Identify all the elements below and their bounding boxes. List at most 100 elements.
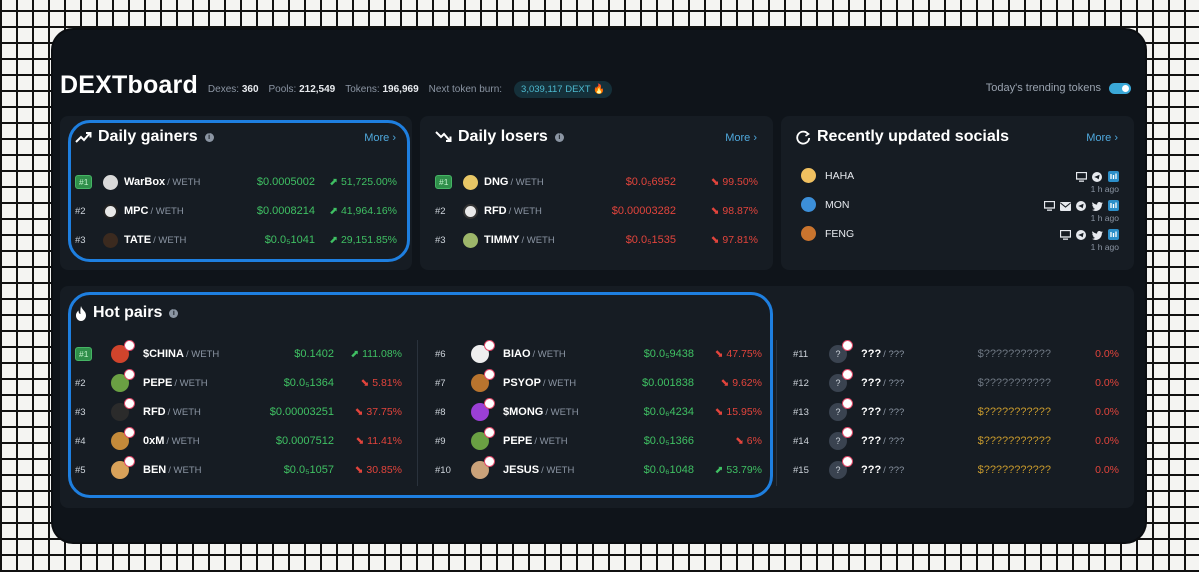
column-divider [417, 340, 418, 486]
hot-pair-row[interactable]: #8 $MONG / WETH $0.0₆4234 ⬊ 15.95% [435, 398, 762, 423]
hot-pair-row[interactable]: #15???? / ??? $??????????? 0.0% [793, 456, 1119, 481]
twitter-icon[interactable] [1092, 227, 1103, 240]
hot-pair-row[interactable]: #5 BEN / WETH $0.0₅1057 ⬊ 30.85% [75, 456, 402, 481]
dextools-icon[interactable] [1108, 198, 1119, 211]
gainer-row[interactable]: #3 TATE / WETH $0.0₅1041 ⬈ 29,151.85% [75, 230, 397, 250]
token-symbol: ??? [861, 464, 882, 476]
token-change: ⬊ 30.85% [354, 464, 402, 476]
refresh-icon [796, 130, 811, 145]
token-avatar: ? [829, 427, 853, 450]
email-icon[interactable] [1060, 198, 1071, 211]
hot-pair-row[interactable]: #4 0xM / WETH $0.0007512 ⬊ 11.41% [75, 427, 402, 452]
daily-losers-title: Daily losers i [435, 128, 564, 146]
website-icon[interactable] [1043, 198, 1056, 211]
burn-badge[interactable]: 3,039,117 DEXT 🔥 [514, 80, 612, 98]
hot-pair-row[interactable]: #6 BIAO / WETH $0.0₅9438 ⬊ 47.75% [435, 340, 762, 365]
hot-pair-row[interactable]: #7 PSYOP / WETH $0.001838 ⬊ 9.62% [435, 369, 762, 394]
token-price: $0.0₅1041 [264, 234, 315, 246]
rank-text: #7 [435, 377, 446, 389]
token-avatar [111, 427, 135, 450]
twitter-icon[interactable] [1092, 198, 1103, 211]
hot-pair-row[interactable]: #10 JESUS / WETH $0.0₆1048 ⬈ 53.79% [435, 456, 762, 481]
trending-toggle[interactable] [1109, 82, 1131, 94]
stat-dexes-value: 360 [241, 83, 259, 95]
rank-text: #6 [435, 348, 446, 360]
rank-text: #3 [75, 406, 86, 418]
dextools-icon[interactable] [1108, 169, 1119, 182]
token-avatar [111, 340, 135, 363]
token-change: ⬈ 51,725.00% [329, 176, 397, 188]
token-pair: / WETH [167, 406, 201, 418]
token-avatar: ? [829, 456, 853, 479]
social-icons [1075, 169, 1119, 182]
loser-row[interactable]: #3 TIMMY / WETH $0.0₅1535 ⬊ 97.81% [435, 230, 758, 250]
gainer-row[interactable]: #1 WarBox / WETH $0.0005002 ⬈ 51,725.00% [75, 172, 397, 192]
social-token-name: HAHA [825, 170, 855, 182]
token-avatar [801, 168, 816, 183]
rank-text: #12 [793, 377, 809, 389]
token-change: ⬊ 5.81% [360, 377, 403, 389]
hot-pair-row[interactable]: #1 $CHINA / WETH $0.1402 ⬈ 111.08% [75, 340, 402, 365]
hot-pair-row[interactable]: #13???? / ??? $??????????? 0.0% [793, 398, 1119, 423]
losers-more-link[interactable]: More › [725, 132, 757, 144]
token-change: ⬈ 41,964.16% [329, 205, 397, 217]
hot-pair-row[interactable]: #14???? / ??? $??????????? 0.0% [793, 427, 1119, 452]
token-price: $??????????? [977, 377, 1051, 389]
stat-dexes-label: Dexes: [207, 83, 240, 95]
hot-pair-row[interactable]: #11???? / ??? $??????????? 0.0% [793, 340, 1119, 365]
token-pair: / WETH [532, 348, 566, 360]
stat-tokens-value: 196,969 [382, 83, 419, 95]
token-symbol: $CHINA [143, 348, 184, 360]
hot-pair-row[interactable]: #3 RFD / WETH $0.00003251 ⬊ 37.75% [75, 398, 402, 423]
social-row[interactable]: FENG 1 h ago [801, 226, 1119, 254]
token-avatar: ? [829, 398, 853, 421]
token-avatar [103, 232, 118, 248]
rank-text: #3 [435, 234, 446, 246]
rank-text: #14 [793, 435, 809, 447]
token-price: $0.0₅1364 [283, 377, 334, 389]
telegram-icon[interactable] [1092, 169, 1103, 182]
token-avatar [463, 203, 478, 219]
token-symbol: DNG [484, 176, 509, 188]
token-change: 0.0% [1095, 406, 1119, 418]
website-icon[interactable] [1059, 227, 1072, 240]
stat-pools-value: 212,549 [299, 83, 336, 95]
token-symbol: 0xM [143, 435, 165, 447]
socials-more-link[interactable]: More › [1086, 132, 1118, 144]
loser-row[interactable]: #2 RFD / WETH $0.00003282 ⬊ 98.87% [435, 201, 758, 221]
hot-pair-row[interactable]: #2 PEPE / WETH $0.0₅1364 ⬊ 5.81% [75, 369, 403, 394]
token-avatar [471, 340, 495, 363]
website-icon[interactable] [1075, 169, 1088, 182]
token-symbol: TIMMY [484, 234, 520, 246]
info-icon[interactable]: i [169, 308, 179, 318]
gainer-row[interactable]: #2 MPC / WETH $0.0008214 ⬈ 41,964.16% [75, 201, 397, 221]
social-row[interactable]: HAHA 1 h ago [801, 168, 1119, 196]
social-icons [1059, 227, 1119, 240]
updated-time: 1 h ago [1090, 213, 1119, 223]
token-pair: / ??? [883, 406, 905, 418]
telegram-icon[interactable] [1076, 227, 1087, 240]
dextools-icon[interactable] [1108, 227, 1119, 240]
token-pair: / WETH [150, 205, 184, 217]
telegram-icon[interactable] [1076, 198, 1087, 211]
info-icon[interactable]: i [204, 132, 214, 142]
token-pair: / WETH [166, 435, 200, 447]
token-symbol: TATE [124, 234, 152, 246]
token-change: ⬊ 6% [735, 435, 762, 447]
info-icon[interactable]: i [554, 132, 564, 142]
token-change: 0.0% [1095, 464, 1119, 476]
rank-text: #9 [435, 435, 446, 447]
hot-pair-row[interactable]: #12???? / ??? $??????????? 0.0% [793, 369, 1119, 394]
hot-pair-row[interactable]: #9 PEPE / WETH $0.0₅1366 ⬊ 6% [435, 427, 762, 452]
rank-badge: #1 [75, 175, 103, 189]
social-row[interactable]: MON 1 h ago [801, 197, 1119, 225]
loser-row[interactable]: #1 DNG / WETH $0.0₅6952 ⬊ 99.50% [435, 172, 758, 192]
stat-burn-label: Next token burn: [428, 83, 503, 95]
token-change: 0.0% [1095, 348, 1119, 360]
stat-tokens-label: Tokens: [345, 83, 380, 95]
rank-badge-text: #1 [75, 347, 93, 361]
token-pair: / WETH [153, 234, 187, 246]
token-change: 0.0% [1095, 435, 1119, 447]
token-avatar [471, 369, 495, 392]
token-change: ⬈ 29,151.85% [329, 234, 397, 246]
